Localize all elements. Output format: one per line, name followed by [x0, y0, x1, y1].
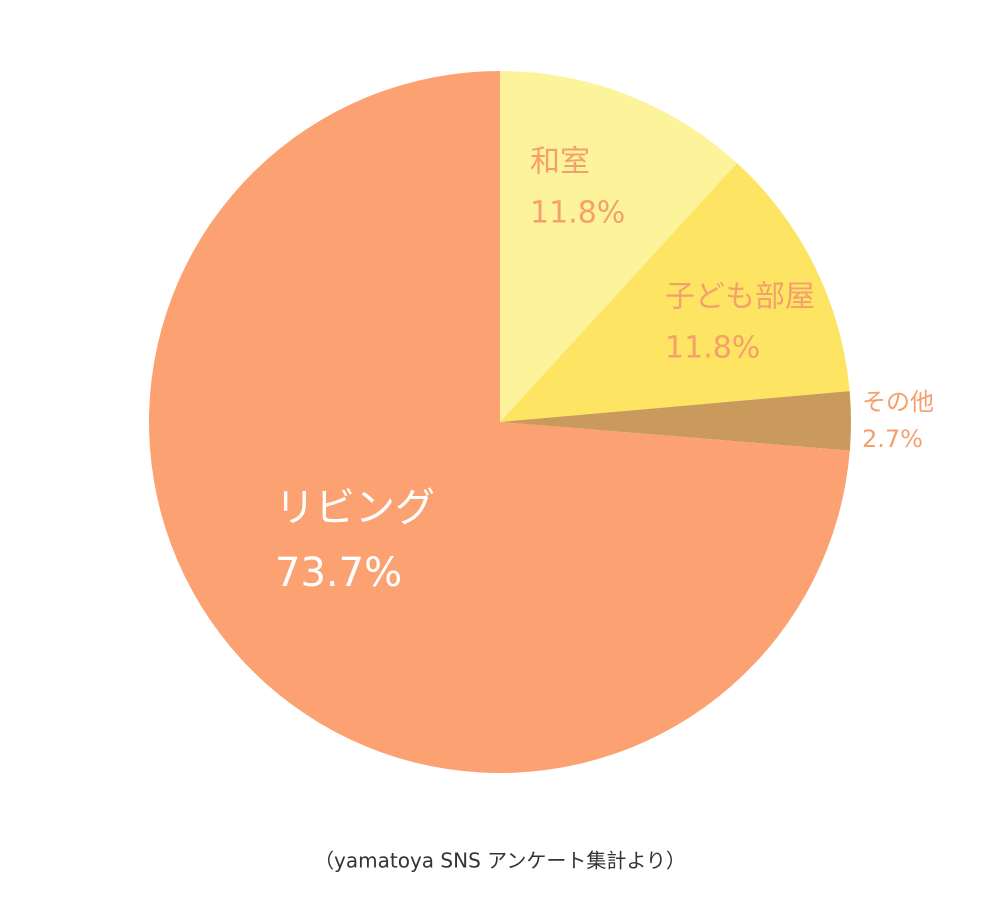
pie-slice: [500, 71, 738, 422]
slice-label: 子ども部屋: [665, 280, 815, 315]
slice-value-label: 11.8%: [665, 331, 760, 366]
slice-label: リビング: [275, 485, 435, 531]
source-note: （yamatoya SNS アンケート集計より）: [314, 849, 686, 873]
slice-value-label: 73.7%: [275, 550, 402, 596]
slice-label: 和室: [530, 145, 590, 180]
pie: [149, 71, 851, 774]
slice-value-label: 11.8%: [530, 196, 625, 231]
slice-value-label: 2.7%: [862, 425, 923, 453]
pie-slice: [500, 163, 850, 423]
slice-label: その他: [862, 388, 934, 416]
pie-slice: [500, 391, 851, 451]
pie-slice: [149, 71, 850, 774]
